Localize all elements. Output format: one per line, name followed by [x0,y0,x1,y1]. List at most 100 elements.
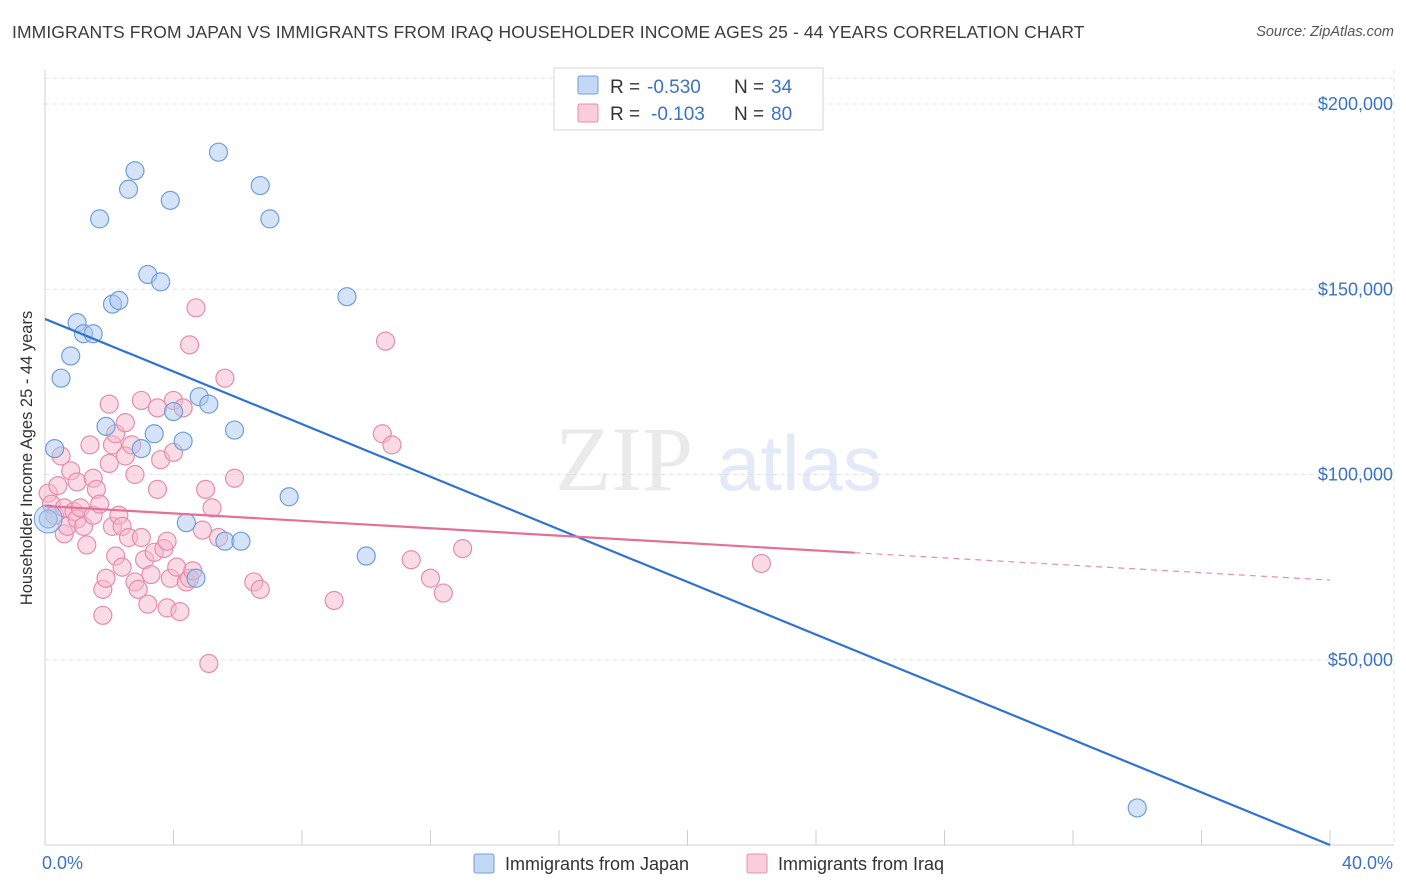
legend-r-value-japan: -0.530 [647,77,701,98]
data-point [125,161,145,181]
legend-n-label: N = [734,104,764,125]
x-tick-label-min: 0.0% [42,853,83,873]
data-point [382,435,402,455]
data-point [99,453,119,474]
data-point [128,579,148,599]
correlation-legend: R = -0.530 N = 34 R = -0.103 N = 80 [553,67,824,131]
data-point [90,209,110,229]
data-point [224,468,245,488]
data-point [279,487,299,507]
bottom-legend-label-japan: Immigrants from Japan [505,854,689,874]
y-axis-title: Householder Income Ages 25 - 44 years [18,311,36,605]
watermark-zip: ZIP [555,408,693,510]
data-point [93,605,113,625]
legend-swatch-iraq [577,103,599,123]
data-point [131,390,151,411]
bottom-legend-swatch-japan [473,853,495,874]
trend-line-japan [44,317,1331,847]
data-point [337,287,357,307]
data-point [215,368,235,388]
data-point [80,435,100,455]
data-point [33,504,63,534]
y-tick-labels: $200,000 $150,000 $100,000 $50,000 [1318,94,1393,670]
data-point [173,431,193,451]
legend-r-label: R = [610,77,640,98]
data-point [208,142,229,162]
data-point [260,209,280,229]
data-point [192,520,213,540]
legend-swatch-japan [577,75,599,95]
trend-line-iraq [44,504,855,554]
series-legend: Immigrants from Japan Immigrants from Ir… [473,853,944,874]
trend-lines [44,317,1331,847]
data-point [157,531,177,551]
x-tick-label-max: 40.0% [1342,853,1393,873]
data-point [96,416,116,436]
data-point [1127,798,1147,818]
data-point [147,479,168,499]
data-point [151,272,171,292]
data-point [83,324,103,344]
chart-title: IMMIGRANTS FROM JAPAN VS IMMIGRANTS FROM… [12,22,1085,42]
data-point [179,335,200,355]
data-point [51,368,71,388]
data-point [231,531,251,551]
data-point [202,498,222,518]
data-point [163,401,184,422]
data-point [109,290,129,310]
data-point [61,346,81,366]
data-point [131,527,151,548]
bottom-legend-swatch-iraq [746,853,768,874]
data-point [141,564,161,585]
x-axis-ticks [173,830,1331,845]
data-point [250,579,270,599]
y-tick-label: $200,000 [1318,94,1393,114]
data-point [186,298,206,318]
data-point [186,568,206,588]
data-point [99,394,119,414]
bottom-legend-label-iraq: Immigrants from Iraq [778,854,944,874]
data-point [48,476,68,496]
source-label: Source: ZipAtlas.com [1256,24,1394,40]
data-point [199,653,219,674]
data-point [131,438,151,459]
data-point [170,601,190,622]
data-point [375,331,396,351]
data-point [176,513,196,533]
data-point [38,509,58,529]
data-point [77,535,97,555]
legend-r-label: R = [610,104,640,125]
legend-r-value-iraq: -0.103 [651,104,705,125]
data-point [196,479,216,499]
data-point [144,424,164,444]
y-tick-label: $50,000 [1328,650,1393,670]
legend-n-value-japan: 34 [771,77,793,98]
legend-n-label: N = [734,77,764,98]
data-point [215,531,235,551]
data-point [751,553,771,574]
data-point [112,557,132,577]
data-point [67,472,87,492]
data-point [199,394,219,414]
data-point [420,568,441,588]
watermark: ZIP atlas [555,408,882,510]
data-point [45,438,65,459]
data-point [115,413,135,433]
data-point [433,583,453,603]
japan-points [33,142,1147,818]
data-point [224,420,245,440]
iraq-points [38,298,771,674]
data-point [96,568,116,588]
y-tick-label: $150,000 [1318,279,1393,299]
y-tick-label: $100,000 [1318,465,1393,485]
legend-box [553,67,824,131]
data-point [138,594,158,614]
data-point [401,550,421,570]
data-point [147,398,168,418]
legend-n-value-iraq: 80 [771,104,792,125]
data-point [356,546,376,566]
data-point [453,539,473,559]
data-point [125,464,145,485]
trend-line-iraq-dashed [854,552,1331,581]
